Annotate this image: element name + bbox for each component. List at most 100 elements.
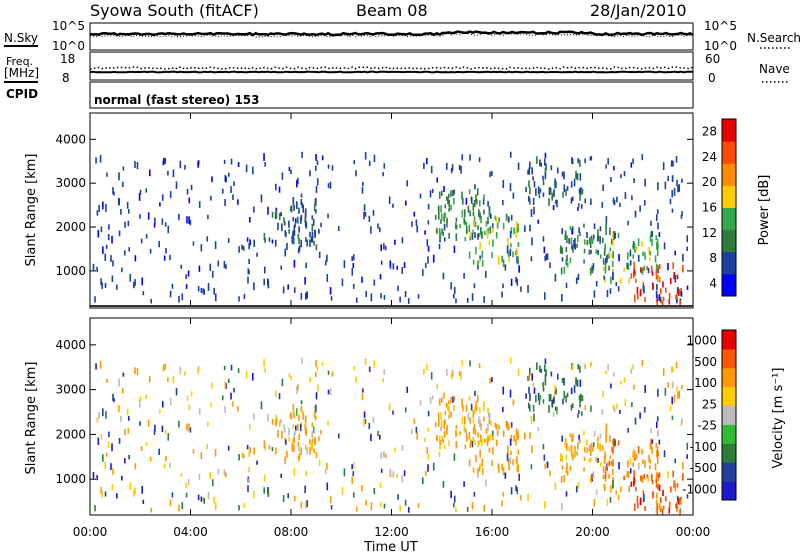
velocity-echo bbox=[134, 487, 136, 495]
power-echo bbox=[512, 192, 515, 199]
velocity-echo bbox=[617, 494, 620, 501]
power-echo bbox=[577, 234, 579, 243]
velocity-echo bbox=[430, 372, 433, 380]
power-echo bbox=[524, 225, 526, 232]
velocity-echo bbox=[104, 461, 107, 470]
velocity-echo bbox=[472, 467, 475, 473]
power-echo bbox=[355, 170, 357, 177]
power-echo bbox=[394, 239, 396, 245]
power-echo bbox=[167, 170, 169, 176]
velocity-echo bbox=[648, 454, 650, 463]
power-echo bbox=[566, 262, 569, 268]
noise-left-tick-bottom: 10^0 bbox=[52, 39, 85, 53]
velocity-echo bbox=[116, 493, 118, 499]
velocity-echo bbox=[599, 433, 602, 439]
velocity-echo bbox=[389, 468, 392, 475]
power-echo bbox=[102, 246, 104, 254]
velocity-echo bbox=[153, 430, 156, 435]
velocity-echo bbox=[443, 419, 446, 425]
power-echo bbox=[274, 183, 277, 191]
velocity-echo bbox=[309, 376, 311, 383]
velocity-echo bbox=[434, 422, 437, 427]
power-echo bbox=[301, 151, 303, 158]
power-echo bbox=[468, 251, 471, 259]
power-echo bbox=[590, 235, 593, 241]
velocity-echo bbox=[448, 414, 450, 419]
velocity-echo bbox=[588, 457, 591, 463]
x-axis-ticks: 00:00 04:00 08:00 12:00 16:00 20:00 00:00 bbox=[73, 113, 710, 539]
power-echo bbox=[293, 230, 296, 236]
power-echo bbox=[124, 250, 126, 256]
cpid-label: CPID bbox=[6, 87, 38, 101]
velocity-echo bbox=[304, 415, 307, 423]
power-echo bbox=[614, 232, 617, 239]
velocity-echo bbox=[248, 466, 250, 473]
velocity-echo bbox=[247, 485, 249, 493]
power-echo bbox=[419, 193, 422, 199]
velocity-echo bbox=[442, 439, 445, 444]
power-echo bbox=[300, 293, 303, 300]
velocity-echo bbox=[641, 448, 643, 455]
colorbar-cell bbox=[722, 481, 736, 501]
power-echo bbox=[469, 235, 472, 241]
power-echo bbox=[450, 167, 453, 174]
velocity-echo bbox=[495, 423, 498, 430]
velocity-echo bbox=[232, 401, 234, 407]
velocity-echo bbox=[673, 480, 675, 488]
power-echo bbox=[225, 264, 227, 270]
power-echo bbox=[630, 162, 633, 168]
power-echo bbox=[595, 280, 598, 287]
velocity-echo bbox=[543, 500, 546, 509]
power-echo bbox=[656, 300, 659, 306]
power-echo bbox=[620, 174, 622, 179]
velocity-echo bbox=[516, 432, 519, 441]
velocity-echo bbox=[528, 386, 530, 394]
power-echo bbox=[404, 290, 407, 298]
velocity-echo bbox=[253, 447, 256, 455]
power-echo bbox=[141, 277, 144, 286]
power-echo bbox=[658, 294, 661, 301]
velocity-echo bbox=[669, 486, 672, 493]
power-echo bbox=[674, 274, 677, 283]
power-echo bbox=[285, 231, 287, 238]
power-echo bbox=[570, 181, 573, 188]
power-echo bbox=[566, 186, 569, 191]
power-echo bbox=[94, 296, 96, 303]
velocity-echo bbox=[667, 471, 669, 479]
power-echo bbox=[161, 218, 164, 225]
power-echo bbox=[178, 213, 180, 221]
power-echo bbox=[672, 262, 675, 270]
power-echo bbox=[509, 183, 512, 192]
velocity-echo bbox=[494, 422, 497, 428]
velocity-echo bbox=[302, 411, 304, 420]
velocity-echo bbox=[639, 498, 642, 505]
power-echo bbox=[629, 260, 632, 266]
velocity-echo bbox=[455, 441, 458, 449]
power-echo bbox=[111, 235, 113, 244]
power-colorbar-label: Power [dB] bbox=[757, 175, 772, 246]
colorbar-tick-label: 12 bbox=[702, 226, 717, 240]
velocity-echo bbox=[260, 401, 263, 410]
power-echo bbox=[242, 245, 245, 251]
velocity-echo bbox=[237, 406, 239, 412]
velocity-echo bbox=[327, 420, 329, 426]
velocity-echo bbox=[162, 366, 165, 372]
power-echo bbox=[264, 161, 266, 167]
power-echo bbox=[537, 186, 540, 195]
power-echo bbox=[288, 228, 290, 234]
velocity-echo bbox=[589, 476, 592, 484]
power-echo bbox=[200, 244, 203, 252]
velocity-echo bbox=[200, 452, 203, 460]
power-echo bbox=[626, 262, 629, 270]
velocity-echo bbox=[630, 368, 633, 374]
velocity-echo bbox=[351, 476, 354, 484]
velocity-echo bbox=[476, 394, 479, 403]
power-echo bbox=[479, 255, 481, 261]
velocity-echo bbox=[563, 475, 566, 483]
power-echo bbox=[237, 162, 240, 167]
power-echo bbox=[150, 298, 152, 304]
velocity-echo bbox=[613, 438, 615, 446]
power-echo bbox=[637, 238, 640, 247]
power-echo bbox=[406, 180, 409, 187]
